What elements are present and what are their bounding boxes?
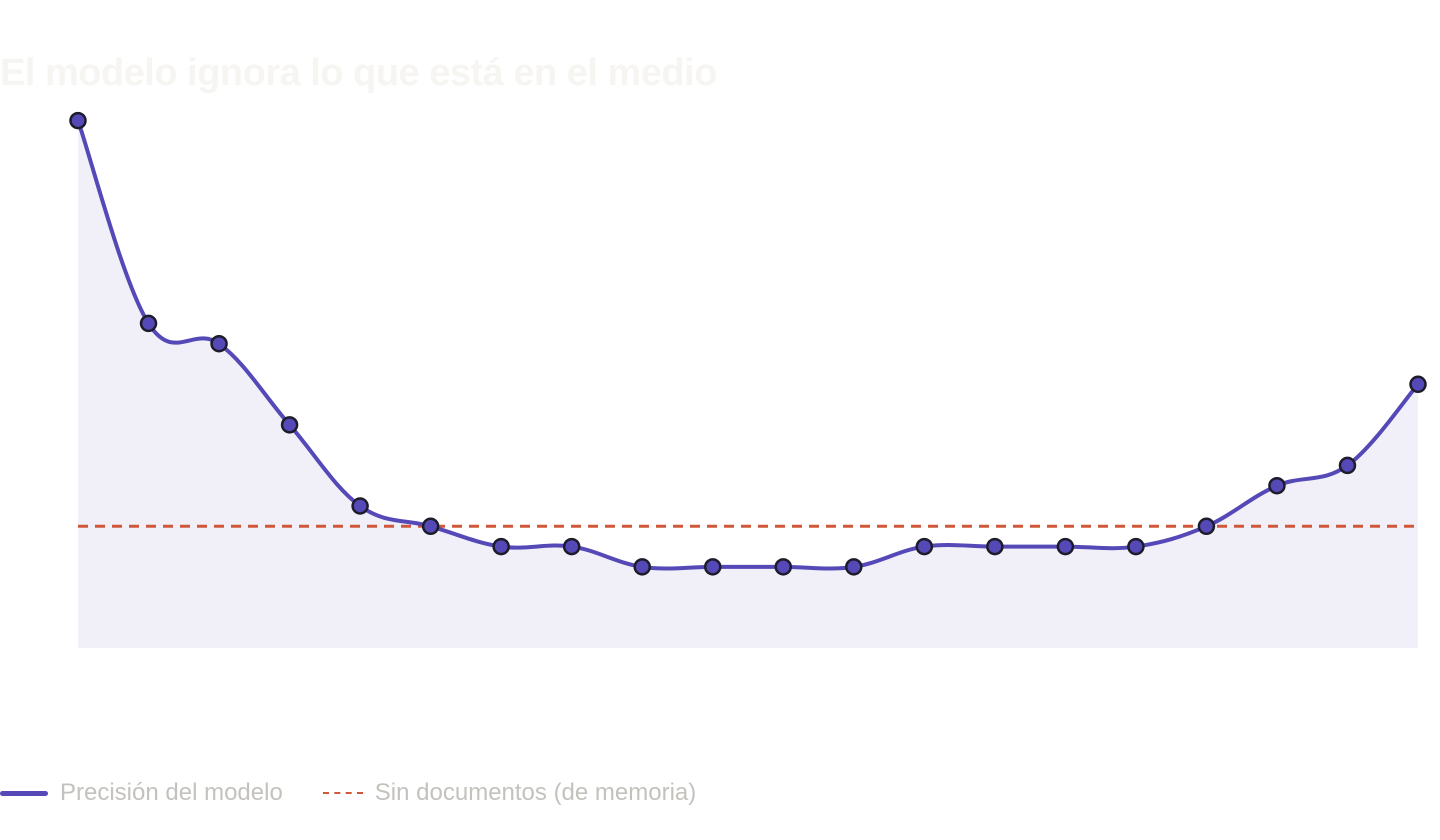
accuracy-point-2 (139, 314, 158, 333)
accuracy-point-1 (69, 111, 87, 130)
accuracy-point-10 (703, 558, 722, 576)
accuracy-point-12 (845, 558, 863, 576)
legend-label-accuracy: Precisión del modelo (60, 779, 283, 806)
accuracy-point-17 (1197, 517, 1216, 536)
accuracy-point-8 (562, 537, 581, 556)
area-layer (78, 120, 1418, 649)
accuracy-point-20 (1409, 375, 1427, 394)
accuracy-point-18 (1268, 476, 1286, 495)
accuracy-point-13 (915, 537, 934, 556)
accuracy-point-3 (210, 334, 228, 353)
accuracy-point-4 (280, 416, 299, 434)
accuracy-point-15 (1056, 537, 1075, 556)
accuracy-point-5 (351, 497, 369, 515)
legend-swatch-accuracy (0, 790, 48, 796)
accuracy-point-11 (774, 558, 793, 576)
accuracy-point-9 (633, 558, 651, 576)
legend-item-accuracy: Precisión del modelo (0, 779, 283, 807)
legend-label-baseline: Sin documentos (de memoria) (374, 779, 697, 806)
accuracy-point-7 (492, 537, 510, 556)
chart-title: El modelo ignora lo que está en el medio (0, 52, 717, 94)
accuracy-point-6 (421, 517, 440, 536)
accuracy-point-14 (986, 537, 1004, 556)
chart-plot (69, 111, 1427, 649)
legend-swatch-baseline (322, 792, 363, 794)
accuracy-point-16 (1127, 537, 1145, 556)
legend-item-baseline: Sin documentos (de memoria) (322, 779, 697, 807)
accuracy-point-19 (1338, 456, 1357, 475)
marker-layer (69, 111, 1427, 576)
accuracy-area (78, 120, 1418, 649)
chart-legend: Precisión del modelo Sin documentos (de … (0, 778, 696, 808)
